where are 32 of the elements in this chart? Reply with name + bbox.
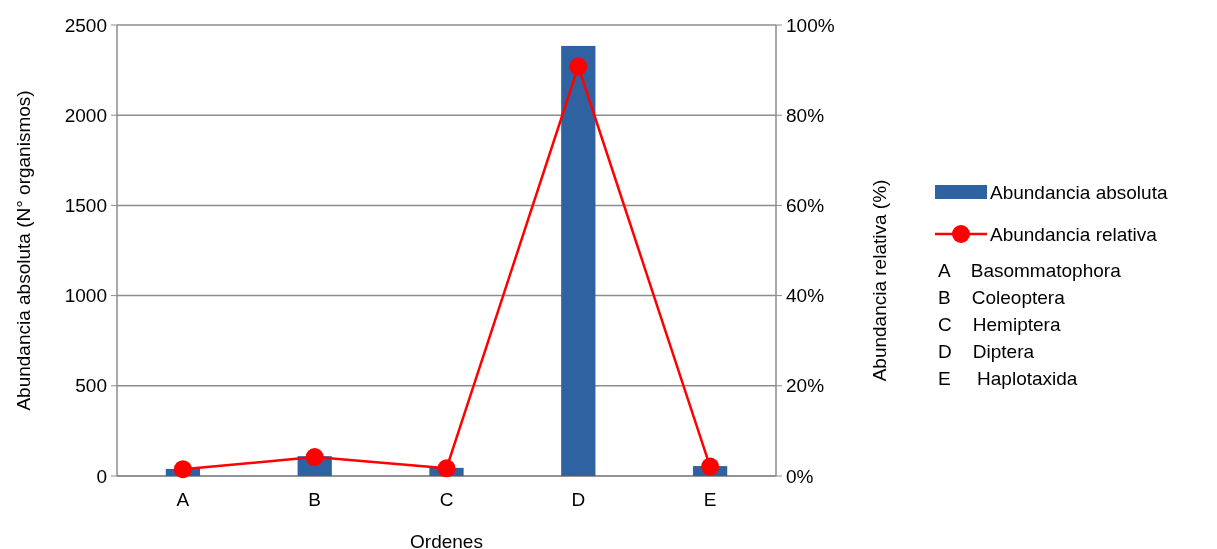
y-tick-label: 500 — [75, 375, 107, 397]
point — [569, 57, 588, 76]
y2-tick-label: 40% — [786, 285, 825, 307]
y2-tick-label: 80% — [786, 104, 825, 126]
legend-label: Abundancia relativa — [990, 223, 1158, 245]
text: C Hemiptera — [938, 313, 1061, 335]
bar — [561, 45, 596, 476]
y2-tick-label: 60% — [786, 195, 825, 217]
x-tick-label: A — [176, 489, 190, 510]
x-tick-label: E — [703, 489, 717, 510]
text: D Diptera — [938, 340, 1035, 362]
y-tick-label: 2000 — [64, 104, 107, 126]
point — [701, 457, 720, 476]
y-tick-label: 0 — [96, 465, 107, 487]
y2-axis-title: Abundancia relativa (%) — [869, 179, 890, 382]
y2-tick-label: 20% — [786, 375, 825, 397]
legend-label: Abundancia absoluta — [990, 181, 1168, 203]
x-tick-label: B — [308, 489, 322, 510]
text: A Basommatophora — [938, 259, 1122, 281]
point — [173, 460, 192, 479]
y-tick-label: 1000 — [64, 285, 107, 307]
text: E Haplotaxida — [938, 367, 1078, 389]
y2-tick-label: 0% — [786, 465, 814, 487]
y-axis-title: Abundancia absoluta (N° organismos) — [13, 90, 34, 411]
x-tick-label: C — [439, 489, 454, 510]
y2-tick-label: 100% — [786, 14, 835, 36]
x-axis-title: Ordenes — [410, 531, 483, 549]
y-tick-label: 2500 — [64, 14, 107, 36]
y-tick-label: 1500 — [64, 195, 107, 217]
x-tick-label: D — [571, 489, 586, 510]
point — [437, 459, 456, 478]
text: B Coleoptera — [938, 286, 1066, 308]
